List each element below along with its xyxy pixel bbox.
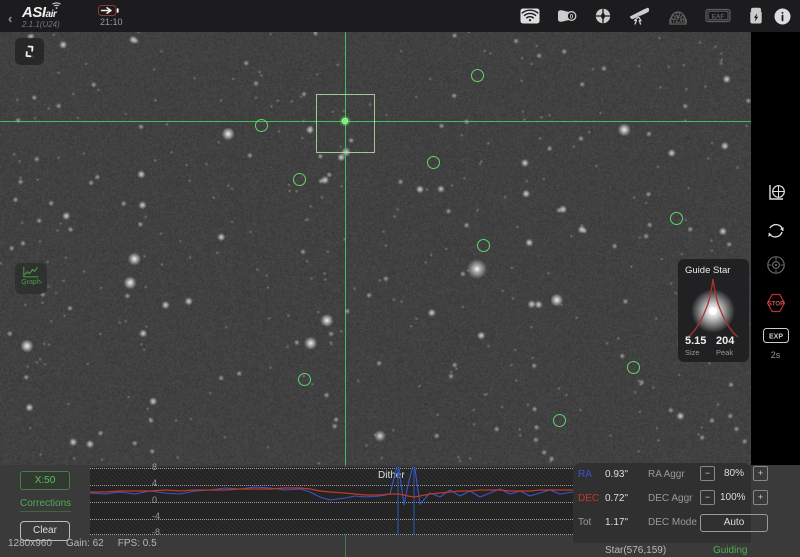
svg-text:EAF: EAF <box>712 13 725 20</box>
svg-text:STOP: STOP <box>767 302 783 308</box>
svg-text:EXP: EXP <box>768 334 782 341</box>
svg-text:STEAM: STEAM <box>669 19 688 25</box>
